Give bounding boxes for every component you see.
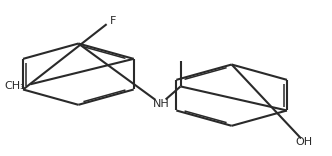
Text: F: F — [110, 16, 117, 26]
Text: CH₃: CH₃ — [4, 81, 25, 91]
Text: OH: OH — [296, 137, 313, 147]
Text: NH: NH — [152, 99, 169, 109]
